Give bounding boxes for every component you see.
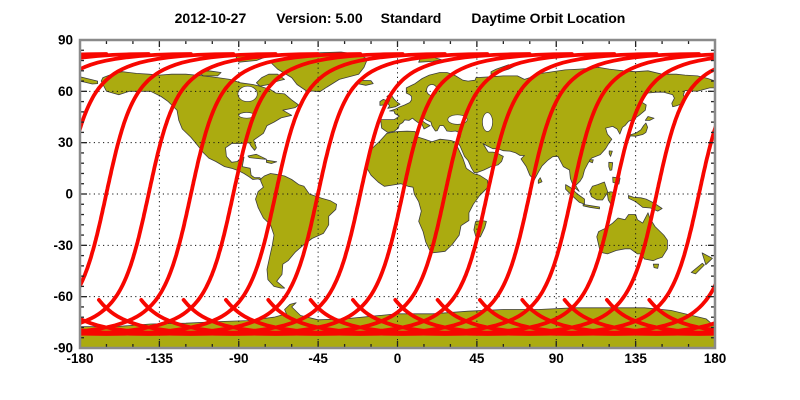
orbit-track [266, 52, 715, 336]
orbit-track [478, 298, 715, 336]
orbit-track [435, 281, 715, 336]
orbit-track [139, 52, 617, 336]
x-tick-label: -135 [146, 351, 174, 366]
x-tick-label: 90 [549, 351, 564, 366]
orbit-track [80, 52, 236, 136]
land-tasmania [652, 263, 659, 269]
lake-hudson-bay [237, 85, 258, 102]
plot-title: 2012-10-27 Version: 5.00 Standard Daytim… [0, 10, 800, 26]
x-tick-label: 135 [624, 351, 647, 366]
x-tick-label: 180 [704, 351, 727, 366]
title-version: Version: 5.00 [276, 10, 363, 26]
y-tick-label: -90 [53, 341, 73, 356]
orbit-track [80, 52, 363, 334]
orbit-track [393, 122, 715, 336]
land-nz-north [701, 252, 713, 266]
land-hainan [589, 159, 594, 164]
orbit-track [80, 52, 532, 336]
y-tick-label: 60 [58, 84, 73, 99]
orbit-track [80, 52, 278, 290]
title-standard: Standard [380, 10, 442, 26]
orbit-track [80, 52, 320, 326]
land-taiwan [608, 150, 613, 157]
orbit-track [224, 52, 701, 336]
land-japan-hokkaido [644, 116, 655, 121]
y-tick-label: 0 [65, 187, 73, 202]
title-date: 2012-10-27 [174, 10, 247, 26]
orbit-track [181, 52, 659, 336]
basemap-land [80, 51, 715, 348]
orbit-track [351, 67, 715, 336]
lake-caspian-sea [482, 112, 493, 132]
y-axis-labels: 90 60 30 0 -30 -60 -90 [53, 33, 73, 356]
orbit-track [80, 52, 447, 336]
land-luzon [608, 161, 614, 171]
orbit-track [80, 52, 405, 336]
x-tick-label: -180 [66, 351, 93, 366]
orbit-track [97, 52, 574, 336]
x-tick-label: -90 [229, 351, 249, 366]
x-tick-label: 0 [394, 351, 402, 366]
land-africa [367, 130, 489, 254]
orbit-tracks [80, 52, 715, 336]
land-java [582, 204, 600, 210]
plot-area [80, 40, 715, 348]
y-tick-label: 30 [58, 135, 73, 150]
basemap-lakes [237, 84, 493, 132]
title-product: Daytime Orbit Location [471, 10, 626, 26]
y-tick-label: -30 [53, 238, 73, 253]
land-eurasia [380, 67, 715, 192]
y-tick-label: 90 [58, 33, 73, 48]
land-nz-south [690, 262, 705, 275]
graticule-grid [80, 40, 715, 348]
land-sri-lanka [537, 177, 543, 184]
land-hispaniola [266, 159, 278, 164]
orbit-track [308, 56, 715, 336]
x-axis-labels: -180 -135 -90 -45 0 45 90 135 180 [66, 351, 726, 366]
y-tick-label: -60 [53, 289, 73, 304]
x-tick-label: 45 [469, 351, 485, 366]
land-cuba [247, 153, 267, 160]
x-tick-label: -45 [308, 351, 328, 366]
orbit-track [80, 52, 490, 336]
plot-frame [78, 38, 717, 350]
